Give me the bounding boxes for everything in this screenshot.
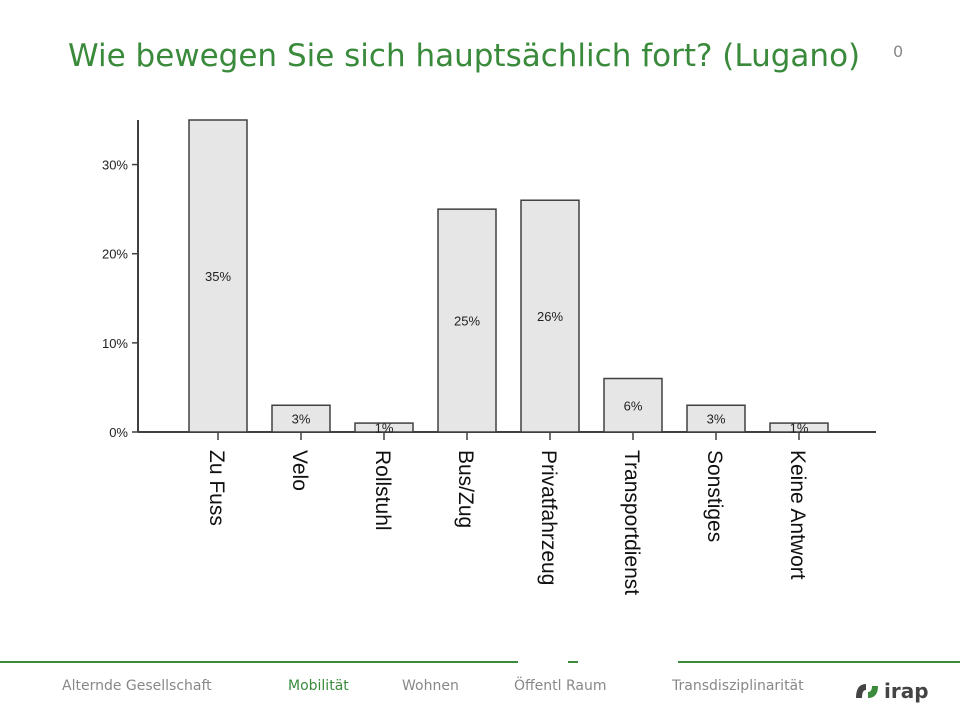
- category-label: Rollstuhl: [371, 450, 394, 531]
- y-tick-label: 30%: [102, 158, 128, 173]
- bar: [686, 404, 746, 433]
- bar: [603, 377, 663, 433]
- bar: [769, 422, 829, 433]
- category-label: Transportdienst: [620, 450, 643, 595]
- bar: [188, 119, 248, 433]
- chart-labels: 35% Zu Fuss 3% Velo 1% Rollstuhl 25% Bus/Zug 26%…: [205, 269, 809, 595]
- category-label: Keine Antwort: [786, 450, 809, 580]
- y-tick-label: 20%: [102, 247, 128, 262]
- slide-title: Wie bewegen Sie sich hauptsächlich fort?…: [68, 38, 861, 74]
- bar: [354, 422, 414, 433]
- footer-divider: [0, 661, 960, 663]
- category-label: Privatfahrzeug: [537, 450, 560, 585]
- category-label: Zu Fuss: [205, 450, 228, 526]
- nav-item-transdisziplinaritaet[interactable]: Transdisziplinarität: [672, 678, 804, 694]
- nav-item-mobilitaet[interactable]: Mobilität: [288, 678, 349, 694]
- logo-text: irap: [884, 679, 929, 703]
- nav-item-alternde-gesellschaft[interactable]: Alternde Gesellschaft: [62, 678, 212, 694]
- category-label: Sonstiges: [703, 450, 726, 542]
- bar-value-label: 1%: [790, 421, 809, 436]
- category-label: Bus/Zug: [454, 450, 477, 528]
- footer-divider-gap: [578, 658, 678, 666]
- footer-divider-gap: [518, 658, 568, 666]
- bar-value-label: 1%: [375, 421, 394, 436]
- category-label: Velo: [288, 450, 311, 491]
- bar-value-label: 6%: [624, 398, 643, 413]
- bar-value-label: 3%: [707, 412, 726, 427]
- nav-item-oeffentl-raum[interactable]: Öffentl Raum: [514, 678, 607, 694]
- chart-bars: [188, 119, 829, 433]
- bar-value-label: 35%: [205, 269, 231, 284]
- bar-value-label: 26%: [537, 309, 563, 324]
- bar: [520, 199, 580, 433]
- y-tick-label: 0%: [109, 425, 128, 440]
- irap-logo: irap: [856, 679, 929, 703]
- slide-number: 0: [893, 42, 904, 61]
- y-tick-label: 10%: [102, 336, 128, 351]
- bar-value-label: 3%: [292, 412, 311, 427]
- bar-chart: 0% 10% 20% 30% 35% Zu Fuss 3% Velo 1% Rollstuhl 2…: [102, 119, 876, 595]
- bar-value-label: 25%: [454, 314, 480, 329]
- bar: [271, 404, 331, 433]
- chart-axes: 0% 10% 20% 30%: [102, 120, 876, 440]
- nav-item-wohnen[interactable]: Wohnen: [402, 678, 459, 694]
- bar: [437, 208, 497, 433]
